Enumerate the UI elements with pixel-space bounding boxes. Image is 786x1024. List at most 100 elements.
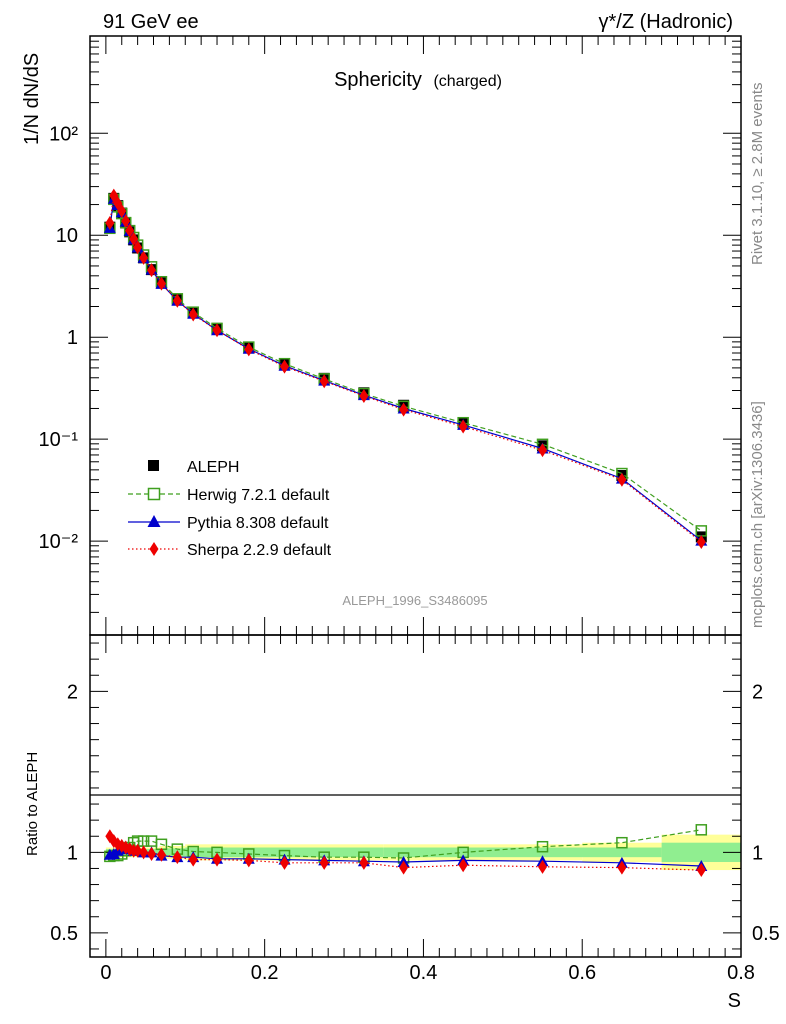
ratio-band-green-4 bbox=[661, 842, 741, 863]
legend-marker-herwig bbox=[147, 487, 161, 501]
ratio-series-2-point-11 bbox=[172, 850, 182, 865]
ratio-series-2-point-21 bbox=[617, 860, 627, 875]
main-series-3-point-22 bbox=[696, 535, 706, 550]
main-ylabel: 1/N dN/dS bbox=[21, 53, 43, 145]
ratio-band-green-2 bbox=[185, 847, 384, 858]
ratio-ytick-label-left-0: 0.5 bbox=[50, 923, 78, 945]
legend-marker-aleph bbox=[148, 460, 159, 471]
main-series-3-point-9 bbox=[147, 263, 157, 278]
legend-label-herwig: Herwig 7.2.1 default bbox=[187, 487, 330, 504]
main-series-3-point-6 bbox=[129, 231, 139, 246]
ratio-ylabel: Ratio to ALEPH bbox=[24, 752, 41, 856]
ratio-series-2-point-15 bbox=[280, 855, 290, 870]
ratio-series-2-point-16 bbox=[319, 855, 329, 870]
ratio-series-2 bbox=[105, 829, 706, 878]
main-title-suffix: (charged) bbox=[433, 73, 501, 90]
main-series-3-point-16 bbox=[319, 374, 329, 389]
ratio-ytick-label-left-1: 1 bbox=[67, 842, 78, 864]
main-series-3-point-8 bbox=[139, 250, 149, 265]
main-series-3-point-20 bbox=[538, 443, 548, 458]
ratio-series-2-point-4 bbox=[121, 840, 131, 855]
legend-entry-herwig: Herwig 7.2.1 default bbox=[128, 487, 330, 504]
legend-marker-sherpa bbox=[149, 542, 159, 556]
main-series-3-point-5 bbox=[125, 223, 135, 238]
rivet-label: Rivet 3.1.10, ≥ 2.8M events bbox=[749, 83, 766, 266]
ratio-series-0-line bbox=[109, 829, 702, 859]
ratio-series-0-point-22 bbox=[695, 824, 708, 836]
header-process: γ*/Z (Hadronic) bbox=[599, 11, 733, 33]
ratio-bands bbox=[105, 834, 741, 871]
ratio-xtick-label-0: 0 bbox=[100, 962, 111, 984]
main-series-3-point-4 bbox=[121, 213, 131, 228]
main-series-3-point-10 bbox=[156, 276, 166, 291]
main-series-3-point-7 bbox=[133, 240, 143, 255]
main-series-3-point-17 bbox=[359, 389, 369, 404]
ratio-ytick-label-right-1: 1 bbox=[752, 842, 763, 864]
ratio-panel: Ratio to ALEPH S 0.5 0.5 1 1 2 2 0 0.2 0.4 0.6 0.… bbox=[24, 634, 780, 1012]
main-ytick-labels: 10⁻² 10⁻¹ 1 10 10² bbox=[39, 123, 79, 553]
ratio-xtick-label-1: 0.2 bbox=[251, 962, 279, 984]
mcplots-label: mcplots.cern.ch [arXiv:1306.3436] bbox=[749, 401, 766, 628]
main-series-3-point-14 bbox=[244, 342, 254, 357]
ratio-series-2-point-20 bbox=[538, 859, 548, 874]
main-series-3-point-3 bbox=[117, 203, 127, 218]
main-series-3-point-15 bbox=[280, 359, 290, 374]
main-series-3-point-21 bbox=[617, 472, 627, 487]
legend-label-sherpa: Sherpa 2.2.9 default bbox=[187, 542, 332, 559]
ratio-band-green-3 bbox=[383, 847, 662, 858]
main-series-3-point-12 bbox=[188, 307, 198, 322]
main-series-1 bbox=[104, 193, 708, 537]
ratio-ytick-labels: 0.5 0.5 1 1 2 2 bbox=[50, 681, 780, 945]
ratio-series-2-point-18 bbox=[399, 860, 409, 875]
ratio-ytick-label-right-0: 0.5 bbox=[752, 923, 780, 945]
legend-label-aleph: ALEPH bbox=[187, 459, 239, 476]
main-series-1-line bbox=[109, 197, 702, 532]
ratio-xtick-label-3: 0.6 bbox=[568, 962, 596, 984]
ratio-series-2-point-8 bbox=[139, 845, 149, 860]
ratio-series-0-point-21 bbox=[616, 836, 628, 849]
ratio-series-2-point-22 bbox=[696, 863, 706, 878]
ratio-ytick-label-right-2: 2 bbox=[752, 681, 763, 703]
main-ytick-label-4: 10² bbox=[49, 123, 78, 145]
main-ticks bbox=[90, 35, 742, 635]
ratio-series-2-point-19 bbox=[458, 858, 468, 873]
ratio-xlabel: S bbox=[728, 990, 741, 1012]
main-series-3-point-11 bbox=[172, 293, 182, 308]
ratio-xtick-labels: 0 0.2 0.4 0.6 0.8 bbox=[100, 962, 755, 984]
ratio-series bbox=[103, 824, 708, 878]
ratio-series-2-point-17 bbox=[359, 855, 369, 870]
main-series-3-point-0 bbox=[105, 215, 115, 230]
main-ytick-label-1: 10⁻¹ bbox=[39, 429, 79, 451]
main-series bbox=[103, 188, 708, 550]
header-energy: 91 GeV ee bbox=[103, 11, 199, 33]
ratio-series-2-point-10 bbox=[156, 847, 166, 862]
ratio-series-2-point-14 bbox=[244, 853, 254, 868]
main-ytick-label-3: 10 bbox=[56, 225, 78, 247]
ratio-ytick-label-left-2: 2 bbox=[67, 681, 78, 703]
legend-marker-pythia bbox=[147, 515, 161, 527]
analysis-watermark: ALEPH_1996_S3486095 bbox=[342, 593, 487, 608]
ratio-xtick-label-4: 0.8 bbox=[727, 962, 755, 984]
legend-entry-sherpa: Sherpa 2.2.9 default bbox=[128, 542, 332, 559]
main-ytick-label-2: 1 bbox=[67, 327, 78, 349]
ratio-series-2-point-13 bbox=[212, 852, 222, 867]
main-title: Sphericity (charged) bbox=[334, 69, 502, 91]
legend: ALEPH Herwig 7.2.1 default Pythia 8.308 … bbox=[128, 459, 332, 559]
main-ytick-label-0: 10⁻² bbox=[39, 531, 79, 553]
main-series-3 bbox=[105, 188, 706, 550]
main-panel: 1/N dN/dS Sphericity (charged) ALEPH_199… bbox=[21, 35, 742, 636]
main-title-text: Sphericity bbox=[334, 69, 422, 91]
ratio-xtick-label-2: 0.4 bbox=[410, 962, 438, 984]
ratio-frame bbox=[89, 634, 742, 958]
main-series-3-point-13 bbox=[212, 323, 222, 338]
ratio-series-2-point-7 bbox=[133, 843, 143, 858]
ratio-ticks bbox=[90, 635, 742, 957]
ratio-series-0-point-20 bbox=[536, 840, 549, 853]
ratio-series-2-point-12 bbox=[188, 852, 198, 867]
main-series-3-point-18 bbox=[399, 402, 409, 417]
legend-entry-aleph: ALEPH bbox=[148, 459, 239, 476]
legend-entry-pythia: Pythia 8.308 default bbox=[128, 515, 329, 532]
ratio-series-2-point-9 bbox=[147, 846, 157, 861]
main-series-3-point-19 bbox=[458, 419, 468, 434]
